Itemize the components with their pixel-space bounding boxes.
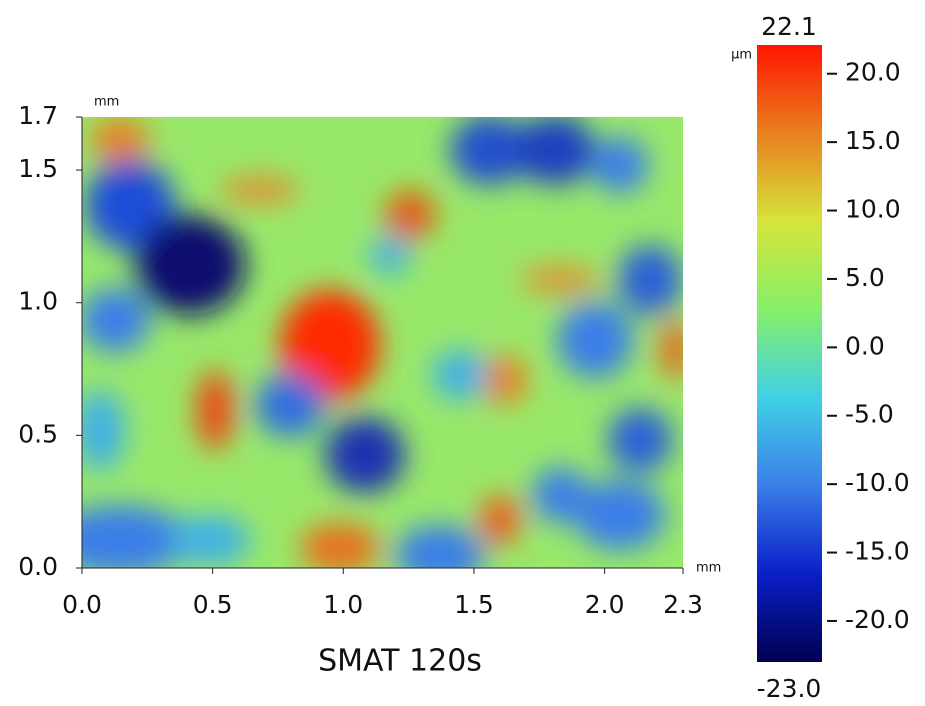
x-tick-label: 2.0 xyxy=(585,590,625,619)
y-tick-label: 0.0 xyxy=(18,552,58,581)
colorbar-tick-label: 0.0 xyxy=(845,331,885,360)
colorbar-tick-label: -5.0 xyxy=(845,400,894,429)
heatmap-image xyxy=(82,117,683,568)
y-tick-label: 1.0 xyxy=(18,287,58,316)
colorbar-tick-label: 20.0 xyxy=(845,58,901,87)
caption: SMAT 120s xyxy=(318,644,482,679)
colorbar-tick-label: -15.0 xyxy=(845,537,910,566)
colorbar-tick-label: 10.0 xyxy=(845,195,901,224)
colorbar-tick-label: 15.0 xyxy=(845,126,901,155)
colorbar-tick-label: 5.0 xyxy=(845,263,885,292)
x-tick-label: 1.0 xyxy=(323,590,363,619)
x-tick-label: 1.5 xyxy=(454,590,494,619)
x-tick-label: 0.0 xyxy=(62,590,102,619)
y-tick-label: 0.5 xyxy=(18,419,58,448)
colorbar-tick-label: -20.0 xyxy=(845,605,910,634)
colorbar-unit: µm xyxy=(731,48,752,63)
y-tick-label: 1.7 xyxy=(18,101,58,130)
x-tick-label: 0.5 xyxy=(193,590,233,619)
y-unit: mm xyxy=(94,95,119,110)
colorbar xyxy=(757,45,822,662)
colorbar-tick-label: -10.0 xyxy=(845,468,910,497)
x-tick-label: 2.3 xyxy=(663,590,703,619)
y-tick-label: 1.5 xyxy=(18,154,58,183)
x-unit: mm xyxy=(696,561,721,576)
colorbar-max-label: 22.1 xyxy=(761,12,817,41)
colorbar-min-label: -23.0 xyxy=(757,674,822,703)
